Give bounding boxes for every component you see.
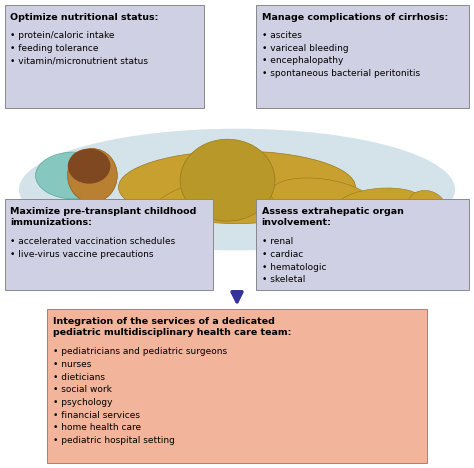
Text: • nurses: • nurses bbox=[53, 360, 91, 369]
Text: • dieticians: • dieticians bbox=[53, 373, 105, 382]
Ellipse shape bbox=[280, 191, 384, 225]
FancyBboxPatch shape bbox=[256, 5, 469, 108]
FancyBboxPatch shape bbox=[47, 309, 427, 463]
Text: • pediatric hospital setting: • pediatric hospital setting bbox=[53, 436, 175, 445]
Text: • social work: • social work bbox=[53, 385, 112, 395]
Text: • financial services: • financial services bbox=[53, 411, 140, 420]
Text: • ascites: • ascites bbox=[262, 31, 301, 40]
Text: • protein/caloric intake: • protein/caloric intake bbox=[10, 31, 115, 40]
Text: • spontaneous bacterial peritonitis: • spontaneous bacterial peritonitis bbox=[262, 69, 420, 78]
Text: • variceal bleeding: • variceal bleeding bbox=[262, 44, 348, 52]
Ellipse shape bbox=[118, 151, 356, 223]
Ellipse shape bbox=[19, 129, 455, 250]
Text: Maximize pre-transplant childhood
immunizations:: Maximize pre-transplant childhood immuni… bbox=[10, 207, 197, 227]
Ellipse shape bbox=[144, 203, 179, 242]
Text: Manage complications of cirrhosis:: Manage complications of cirrhosis: bbox=[262, 13, 448, 22]
Ellipse shape bbox=[68, 148, 117, 202]
Text: • live-virus vaccine precautions: • live-virus vaccine precautions bbox=[10, 250, 154, 259]
Text: • vitamin/micronutrient status: • vitamin/micronutrient status bbox=[10, 56, 148, 65]
Ellipse shape bbox=[149, 185, 211, 222]
Text: • hematologic: • hematologic bbox=[262, 263, 326, 272]
Text: • psychology: • psychology bbox=[53, 398, 113, 407]
Text: • home health care: • home health care bbox=[53, 424, 141, 432]
Text: • skeletal: • skeletal bbox=[262, 275, 305, 285]
Ellipse shape bbox=[231, 193, 300, 224]
Text: Assess extrahepatic organ
involvement:: Assess extrahepatic organ involvement: bbox=[262, 207, 403, 227]
Ellipse shape bbox=[337, 188, 422, 219]
Text: • cardiac: • cardiac bbox=[262, 250, 303, 259]
Text: • accelerated vaccination schedules: • accelerated vaccination schedules bbox=[10, 237, 176, 247]
Text: • encephalopathy: • encephalopathy bbox=[262, 56, 343, 65]
FancyBboxPatch shape bbox=[5, 199, 213, 290]
FancyBboxPatch shape bbox=[256, 199, 469, 290]
Ellipse shape bbox=[408, 190, 446, 221]
Text: Optimize nutritional status:: Optimize nutritional status: bbox=[10, 13, 159, 22]
Ellipse shape bbox=[271, 178, 374, 220]
Ellipse shape bbox=[180, 139, 275, 221]
Text: • pediatricians and pediatric surgeons: • pediatricians and pediatric surgeons bbox=[53, 347, 227, 357]
Text: • renal: • renal bbox=[262, 237, 293, 247]
FancyBboxPatch shape bbox=[5, 5, 204, 108]
Ellipse shape bbox=[36, 152, 111, 199]
Text: • feeding tolerance: • feeding tolerance bbox=[10, 44, 99, 52]
Ellipse shape bbox=[68, 148, 110, 183]
Text: Integration of the services of a dedicated
pediatric multidisciplinary health ca: Integration of the services of a dedicat… bbox=[53, 317, 292, 337]
